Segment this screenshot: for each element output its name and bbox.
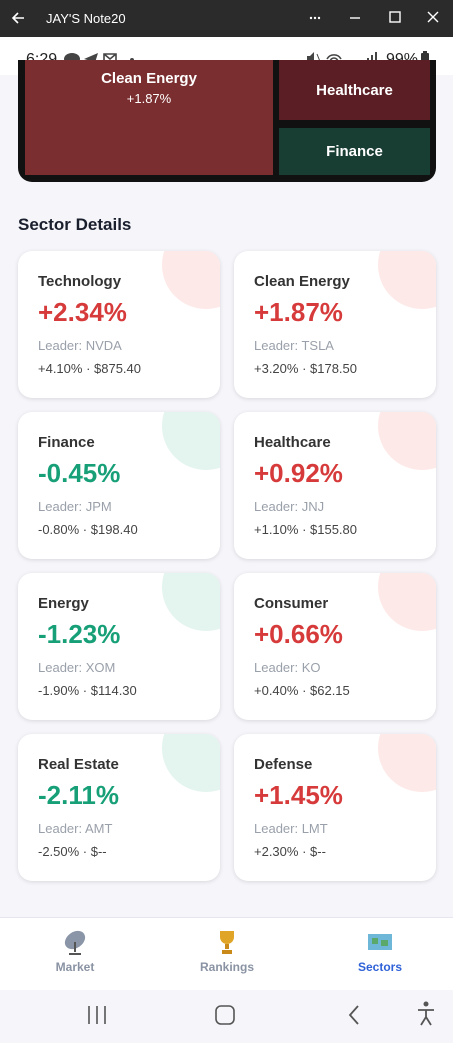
- sector-name: Consumer: [254, 595, 329, 612]
- sector-card[interactable]: Technology +2.34% Leader: NVDA +4.10% · $87…: [18, 251, 220, 398]
- card-decoration: [378, 412, 436, 470]
- section-title: Sector Details: [18, 215, 132, 234]
- tile-change: +1.87%: [126, 91, 172, 106]
- sector-change: +0.92%: [254, 458, 343, 488]
- sector-leader: Leader: JPM: [38, 499, 112, 514]
- sector-card[interactable]: Consumer +0.66% Leader: KO +0.40% · $62.15: [234, 573, 436, 720]
- nav-label: Market: [55, 960, 95, 974]
- leader-detail: -2.50% · $--: [38, 844, 107, 859]
- sector-leader: Leader: NVDA: [38, 338, 122, 353]
- sector-card[interactable]: Defense +1.45% Leader: LMT +2.30% · $--: [234, 734, 436, 881]
- treemap-tile[interactable]: Finance: [279, 128, 430, 175]
- sector-name: Healthcare: [254, 434, 331, 451]
- nav-icon: [368, 934, 392, 950]
- card-decoration: [378, 251, 436, 309]
- leader-detail: +1.10% · $155.80: [254, 522, 357, 537]
- nav-icon: [220, 931, 234, 954]
- card-decoration: [378, 734, 436, 792]
- card-decoration: [162, 573, 220, 631]
- leader-detail: +0.40% · $62.15: [254, 683, 350, 698]
- sector-name: Real Estate: [38, 756, 119, 773]
- sector-name: Finance: [38, 434, 95, 451]
- sector-change: +2.34%: [38, 297, 127, 327]
- window-title-bar: JAY'S Note20: [0, 0, 453, 37]
- sector-name: Defense: [254, 756, 313, 773]
- sector-change: +1.87%: [254, 297, 343, 327]
- sector-leader: Leader: JNJ: [254, 499, 325, 514]
- sector-change: -0.45%: [38, 458, 121, 488]
- nav-label: Rankings: [199, 960, 254, 974]
- tile-label: Clean Energy: [101, 70, 197, 87]
- nav-tab[interactable]: Market: [15, 918, 135, 991]
- card-decoration: [378, 573, 436, 631]
- sector-card[interactable]: Real Estate -2.11% Leader: AMT -2.50% · $--: [18, 734, 220, 881]
- sector-card[interactable]: Healthcare +0.92% Leader: JNJ +1.10% · $155…: [234, 412, 436, 559]
- sector-leader: Leader: LMT: [254, 821, 328, 836]
- leader-detail: -0.80% · $198.40: [38, 522, 138, 537]
- system-nav-buttons[interactable]: [0, 990, 453, 1038]
- sector-change: -2.11%: [38, 780, 119, 810]
- leader-detail: -1.90% · $114.30: [38, 683, 137, 698]
- sector-change: +0.66%: [254, 619, 343, 649]
- sector-leader: Leader: KO: [254, 660, 321, 675]
- leader-detail: +4.10% · $875.40: [38, 361, 141, 376]
- treemap-tile[interactable]: Clean Energy +1.87%: [25, 60, 273, 175]
- sector-name: Energy: [38, 595, 89, 612]
- leader-detail: +3.20% · $178.50: [254, 361, 357, 376]
- sector-card[interactable]: Energy -1.23% Leader: XOM -1.90% · $114.30: [18, 573, 220, 720]
- back-button[interactable]: [10, 10, 26, 26]
- nav-label: Sectors: [357, 960, 403, 974]
- window-title: JAY'S Note20: [46, 11, 126, 26]
- sector-card[interactable]: Clean Energy +1.87% Leader: TSLA +3.20% · $…: [234, 251, 436, 398]
- card-decoration: [162, 412, 220, 470]
- sector-treemap: Clean Energy +1.87% Healthcare Finance: [18, 60, 436, 182]
- sector-leader: Leader: XOM: [38, 660, 116, 675]
- leader-detail: +2.30% · $--: [254, 844, 326, 859]
- sector-leader: Leader: TSLA: [254, 338, 334, 353]
- sector-name: Clean Energy: [254, 273, 350, 290]
- card-decoration: [162, 251, 220, 309]
- bottom-nav: Market Rankings Sectors: [0, 917, 453, 990]
- nav-icon: [64, 930, 86, 955]
- system-nav-bar: [0, 990, 453, 1038]
- sector-change: +1.45%: [254, 780, 343, 810]
- nav-tab[interactable]: Rankings: [167, 918, 287, 991]
- treemap-tile[interactable]: Healthcare: [279, 60, 430, 120]
- nav-tab[interactable]: Sectors: [320, 918, 440, 991]
- sector-name: Technology: [38, 273, 122, 290]
- tile-label: Finance: [326, 143, 383, 160]
- window-controls[interactable]: [305, 8, 445, 28]
- sector-leader: Leader: AMT: [38, 821, 113, 836]
- card-decoration: [162, 734, 220, 792]
- sector-change: -1.23%: [38, 619, 121, 649]
- sector-card[interactable]: Finance -0.45% Leader: JPM -0.80% · $198.40: [18, 412, 220, 559]
- tile-label: Healthcare: [316, 81, 393, 99]
